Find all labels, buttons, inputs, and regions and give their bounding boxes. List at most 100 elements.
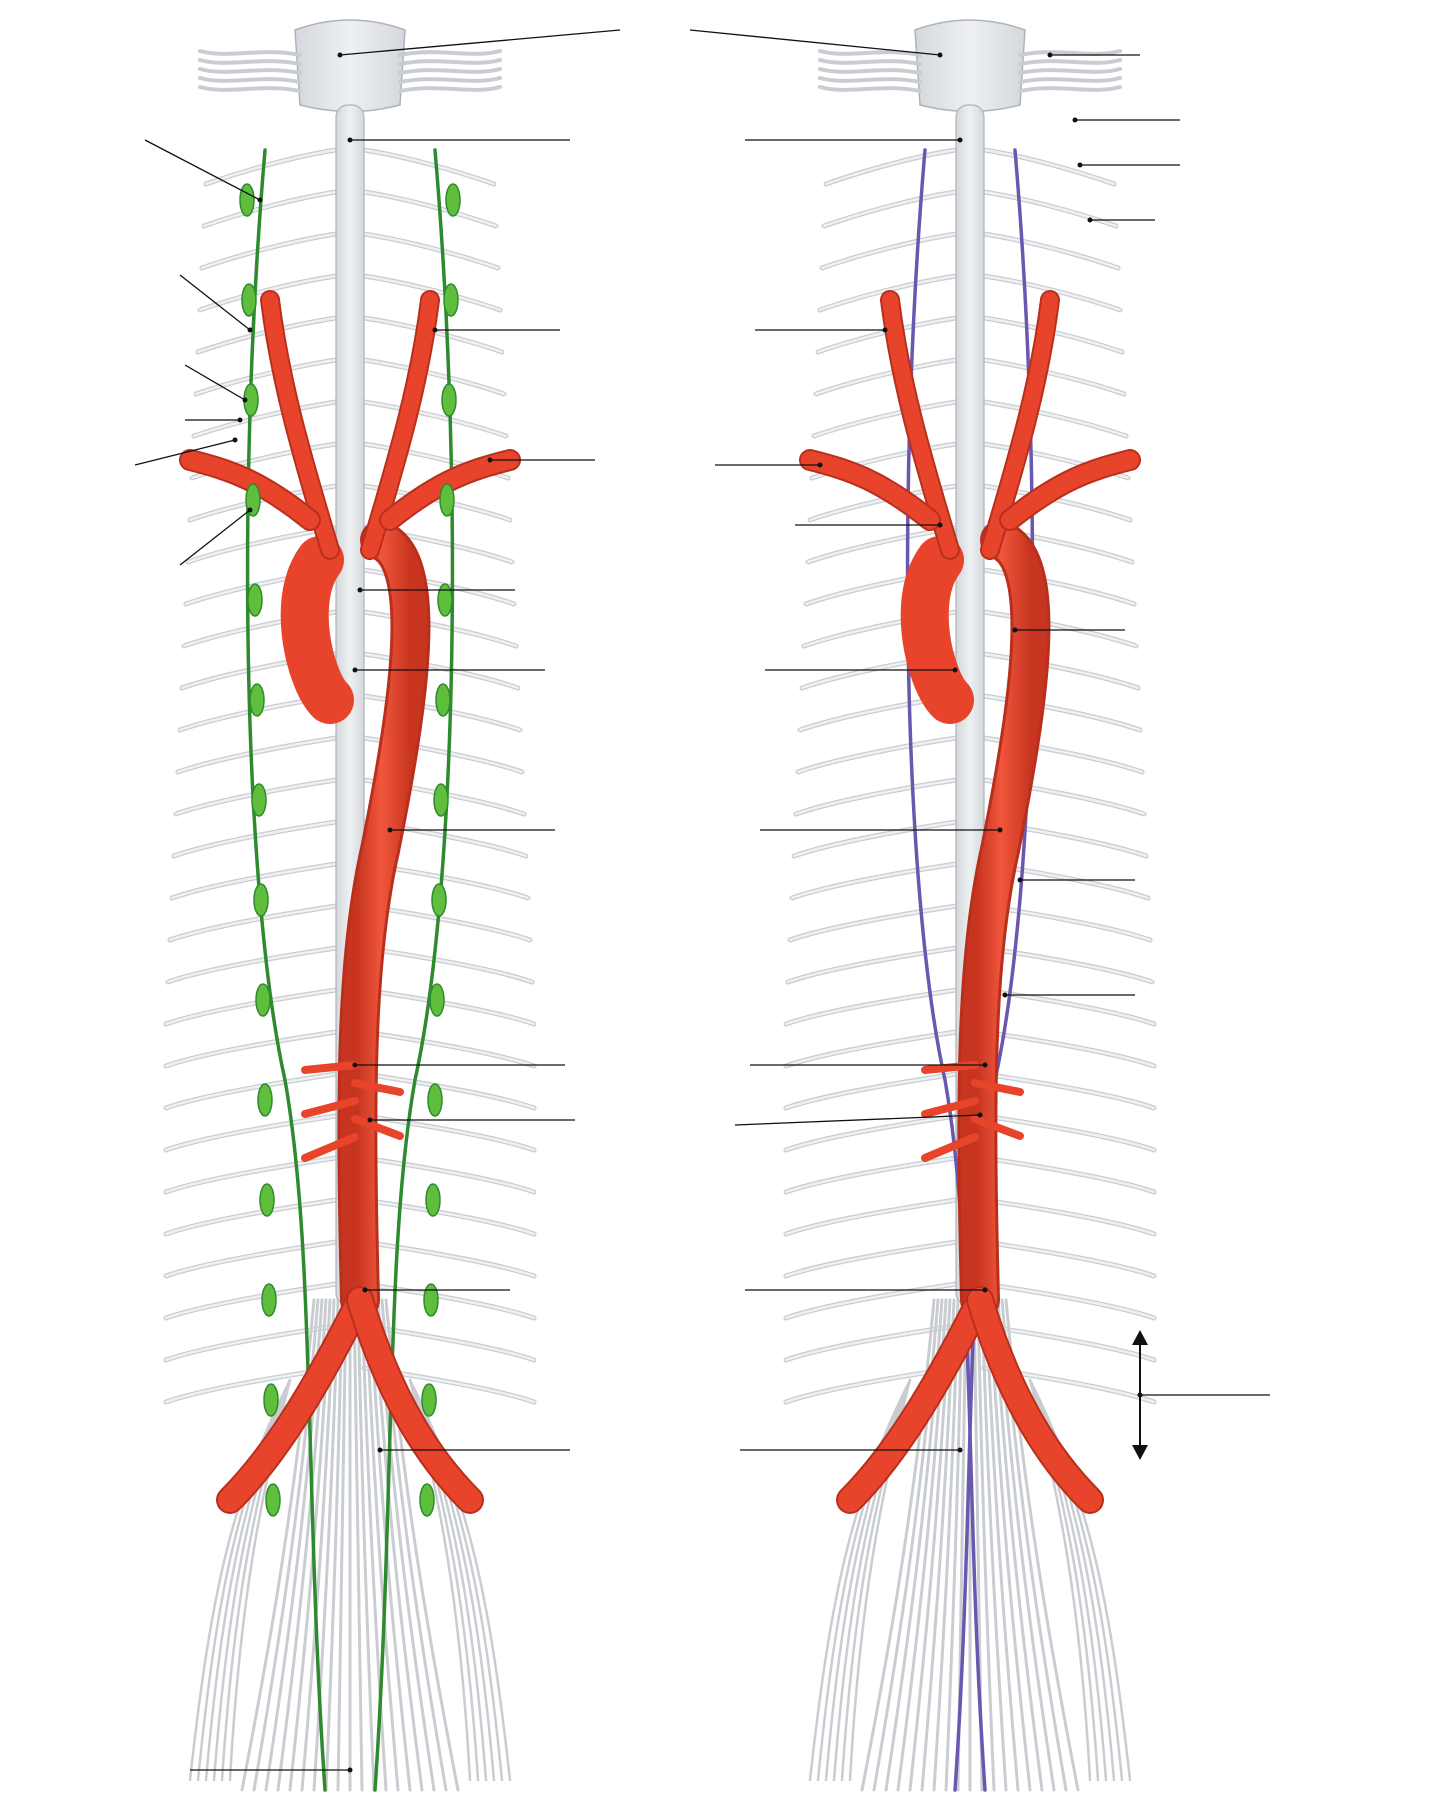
cauda-nerve	[932, 1298, 960, 1792]
spinal-nerve-highlight	[362, 190, 498, 228]
spinal-nerve-highlight	[982, 1030, 1156, 1068]
parasympathetic-panel	[689, 19, 1270, 1792]
spinal-nerve-highlight	[784, 1114, 958, 1152]
right-arteries	[799, 290, 1141, 1514]
spinal-nerve	[191, 399, 339, 439]
chain-ganglion	[419, 1483, 435, 1517]
leader-dot	[952, 667, 958, 673]
leader-line	[184, 364, 246, 401]
chain-ganglion	[423, 1283, 439, 1317]
visceral-branch	[921, 1061, 979, 1074]
chain-ganglion	[421, 1383, 437, 1417]
leader-dot	[1072, 117, 1078, 123]
cranial-nerve	[1018, 49, 1122, 57]
spinal-nerve-highlight	[982, 148, 1116, 186]
spinal-nerve	[361, 189, 499, 229]
leader-dot	[882, 327, 888, 333]
spinal-nerve-highlight	[200, 232, 338, 270]
chain-ganglion	[241, 283, 257, 317]
limb-plexus-nerve	[1028, 1378, 1132, 1782]
spinal-nerve	[821, 189, 959, 229]
spinal-nerve-highlight	[982, 1156, 1156, 1194]
arrow-head-up	[1132, 1330, 1148, 1345]
leader-line	[134, 439, 236, 466]
spinal-nerve-highlight	[982, 190, 1118, 228]
spinal-nerve-highlight	[362, 1198, 536, 1236]
leader-dot	[997, 827, 1003, 833]
spinal-nerve-highlight	[362, 610, 518, 648]
cauda-nerve	[356, 1298, 376, 1792]
limb-plexus-nerve	[188, 1378, 292, 1782]
cauda-nerve	[312, 1298, 340, 1792]
cranial-nerve	[398, 67, 502, 75]
leader-dot	[377, 1447, 383, 1453]
spinal-nerve-highlight	[362, 1240, 536, 1278]
cranial-nerve	[198, 49, 302, 57]
cranial-nerve	[818, 49, 922, 57]
leader-dot	[347, 1767, 353, 1773]
leader-dot	[982, 1062, 988, 1068]
spinal-nerve	[793, 777, 959, 817]
cauda-nerve	[944, 1298, 964, 1792]
leader-dot	[387, 827, 393, 833]
leader-dot	[1012, 627, 1018, 633]
cauda-nerve	[324, 1298, 344, 1792]
spinal-nerve	[823, 147, 959, 187]
spinal-nerve	[175, 735, 339, 775]
spinal-nerve-highlight	[176, 736, 338, 774]
spinal-nerve-highlight	[796, 736, 958, 774]
spinal-nerve	[199, 231, 339, 271]
spinal-nerve-highlight	[788, 904, 958, 942]
cranial-nerve	[818, 58, 922, 66]
cranial-nerve	[198, 85, 302, 93]
limb-plexus-nerve	[196, 1378, 292, 1782]
leader-dot	[352, 667, 358, 673]
spinal-nerve-highlight	[362, 1114, 536, 1152]
leader-dot	[347, 137, 353, 143]
subclavian-artery	[181, 451, 319, 529]
visceral-branch	[301, 1133, 359, 1162]
spinal-nerve	[361, 357, 507, 397]
spinal-nerve	[791, 819, 959, 859]
leader-dot	[242, 397, 248, 403]
spinal-nerve-highlight	[792, 820, 958, 858]
chain-ganglion	[439, 483, 455, 517]
leader-dot	[257, 197, 263, 203]
spinal-nerve-highlight	[784, 1240, 958, 1278]
heart-base	[900, 536, 974, 724]
spinal-nerve	[813, 357, 959, 397]
spinal-nerve	[795, 735, 959, 775]
leader-dot	[362, 1287, 368, 1293]
spinal-nerve-highlight	[192, 400, 338, 438]
leader-line	[339, 29, 621, 56]
chain-ganglion	[259, 1183, 275, 1217]
spinal-nerve-highlight	[784, 1282, 958, 1320]
iliac-artery	[838, 1288, 992, 1512]
cranial-nerve	[1018, 85, 1122, 93]
spinal-nerve-highlight	[198, 274, 338, 312]
left-leader-lines	[134, 29, 621, 1773]
spinal-nerve	[811, 399, 959, 439]
spinal-nerve-highlight	[362, 1030, 536, 1068]
brainstem-shape	[294, 19, 406, 113]
cranial-nerve	[1018, 58, 1122, 66]
cauda-nerve	[352, 1298, 364, 1792]
cranial-nerve	[398, 58, 502, 66]
spinal-nerve-highlight	[362, 400, 508, 438]
leader-dot	[937, 522, 943, 528]
leader-dot	[237, 417, 243, 423]
spinal-nerve	[981, 399, 1129, 439]
spinal-nerve	[981, 189, 1119, 229]
spinal-nerve-highlight	[166, 946, 338, 984]
spinal-nerve-highlight	[362, 232, 500, 270]
chain-ganglion	[435, 683, 451, 717]
leader-dot	[1087, 217, 1093, 223]
spinal-nerve-highlight	[982, 1240, 1156, 1278]
leader-line	[689, 29, 941, 56]
spinal-nerve-highlight	[982, 610, 1138, 648]
spinal-nerve	[361, 231, 501, 271]
cranial-nerve	[198, 58, 302, 66]
leader-dot	[982, 1287, 988, 1293]
leader-dot	[432, 327, 438, 333]
